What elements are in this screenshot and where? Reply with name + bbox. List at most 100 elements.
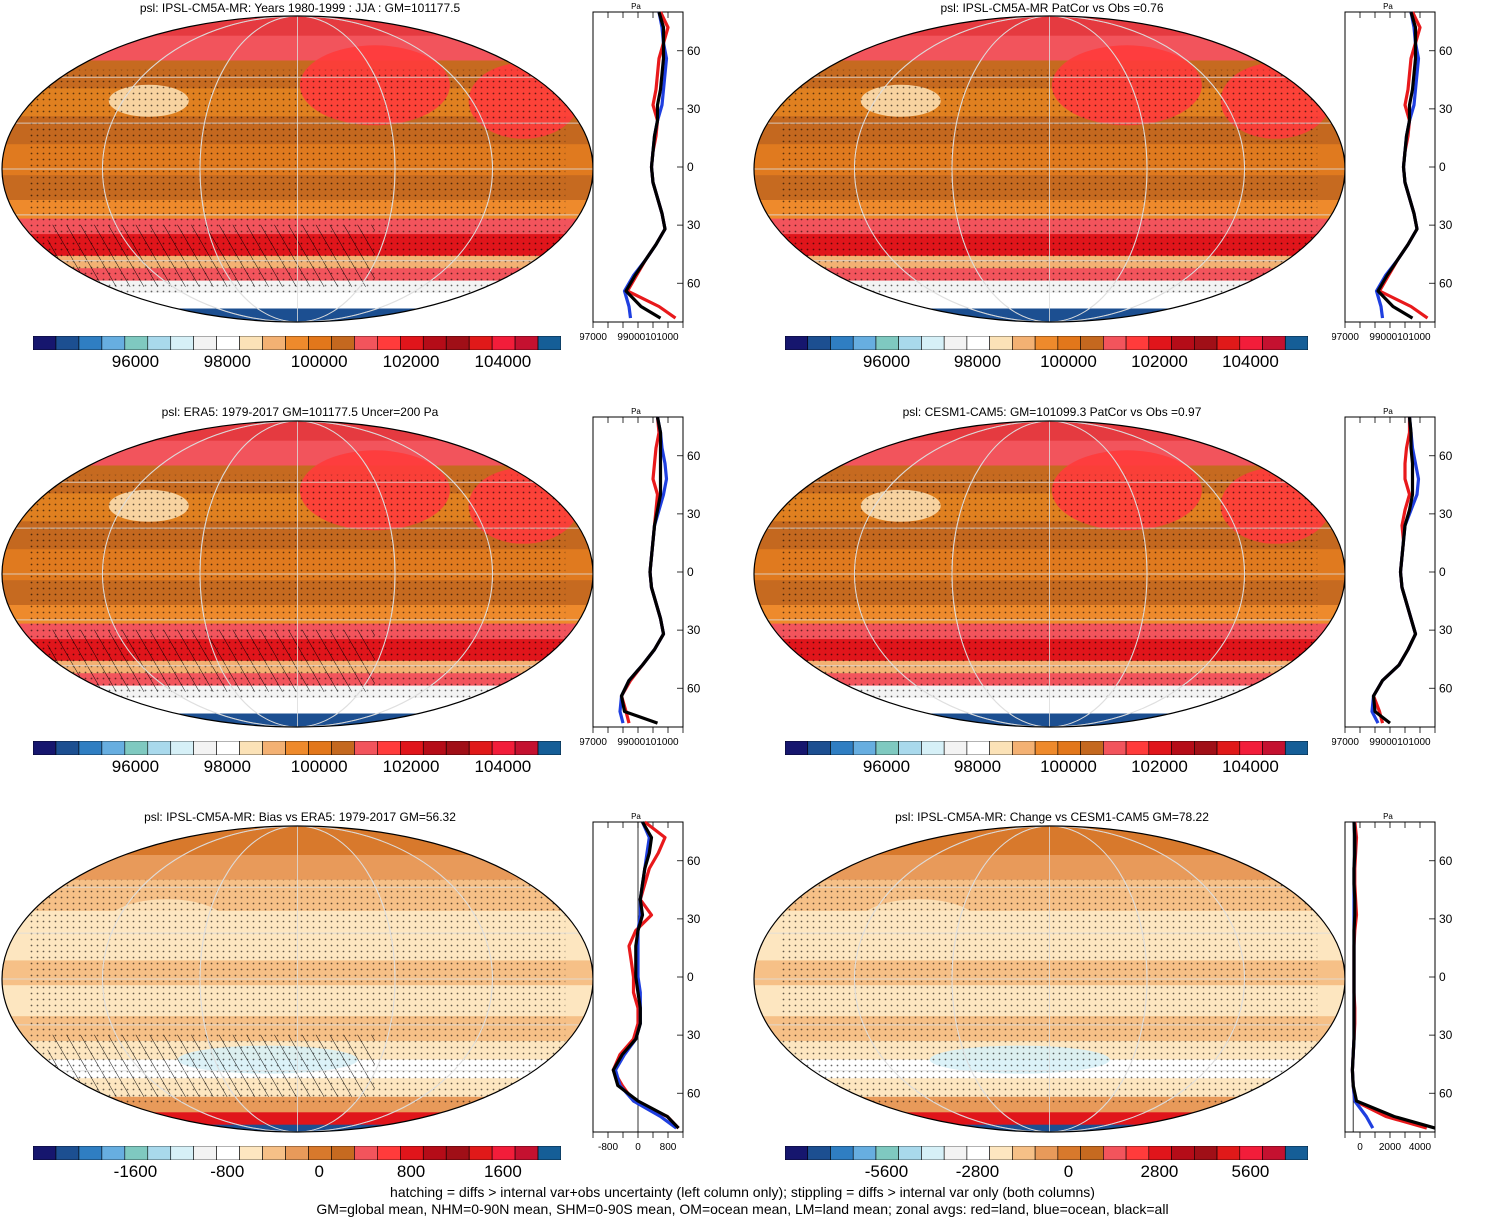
colorbar-swatch — [55, 336, 80, 350]
colorbar-label: 800 — [396, 1162, 426, 1181]
colorbar-swatch — [1239, 741, 1263, 755]
zonal-unit: Pa — [631, 407, 641, 416]
colorbar-label: 104000 — [474, 757, 532, 776]
colorbar-labels: 96000 98000 100000 102000 104000 — [33, 757, 561, 779]
colorbar-swatch — [785, 1146, 809, 1160]
zonal-lat-label: 60S — [1439, 1086, 1452, 1100]
panel-title: psl: IPSL-CM5A-MR: Change vs CESM1-CAM5 … — [895, 810, 1209, 824]
colorbar-swatch — [1171, 741, 1195, 755]
colorbar-swatch — [1194, 336, 1218, 350]
zonal-x-tick-label: 2000 — [1379, 1142, 1402, 1153]
colorbar-swatch — [193, 336, 217, 350]
zonal-unit: Pa — [631, 2, 641, 11]
colorbar-swatch — [262, 1146, 286, 1160]
zonal-x-tick-label: 97000 — [580, 737, 607, 748]
colorbar-label: 96000 — [862, 352, 911, 371]
map — [753, 420, 1346, 728]
colorbar-swatch — [537, 741, 561, 755]
colorbar-label: 100000 — [290, 757, 348, 776]
colorbar-swatch — [1194, 741, 1218, 755]
colorbar-swatch — [852, 741, 877, 755]
zonal-lat-label: 60S — [1439, 681, 1452, 695]
colorbar-swatch — [124, 1146, 149, 1160]
colorbar-swatch — [216, 336, 240, 350]
map — [1, 825, 594, 1133]
zonal-frame — [1344, 821, 1436, 1133]
colorbar-swatch — [422, 1146, 447, 1160]
colorbar-label: 96000 — [111, 352, 160, 371]
zonal-lat-label: 60N — [1439, 44, 1452, 58]
zonal-x-tick-label: 0 — [1357, 1142, 1363, 1153]
colorbar-swatch — [33, 1146, 57, 1160]
colorbar-swatch — [830, 741, 854, 755]
zonal-unit: Pa — [1383, 812, 1393, 821]
colorbar-swatch — [1216, 1146, 1241, 1160]
zonal-lat-label: 0 — [687, 970, 694, 984]
colorbar-swatch — [445, 336, 470, 350]
zonal-series-line — [1350, 821, 1436, 1130]
colorbar-swatch — [124, 741, 149, 755]
colorbar-label: 104000 — [474, 352, 532, 371]
map — [753, 15, 1346, 323]
colorbar-label: 98000 — [953, 352, 1002, 371]
panel-cesm: psl: CESM1-CAM5: GM=101099.3 PatCor vs O… — [752, 405, 1485, 785]
colorbar-swatch — [262, 336, 286, 350]
colorbar-swatch — [147, 336, 172, 350]
colorbar-swatch — [354, 1146, 378, 1160]
colorbar-swatch — [101, 336, 126, 350]
colorbar-label: 0 — [314, 1162, 324, 1181]
colorbar-label: 2800 — [1140, 1162, 1179, 1181]
colorbar-label: 102000 — [382, 757, 440, 776]
colorbar-swatch — [193, 741, 217, 755]
colorbar-label: 5600 — [1231, 1162, 1270, 1181]
colorbar-swatch — [807, 336, 831, 350]
colorbar-swatch — [285, 741, 309, 755]
colorbar-label: -2800 — [955, 1162, 1000, 1181]
colorbar-swatch — [377, 336, 401, 350]
colorbar-swatch — [308, 336, 332, 350]
zonal-lat-label: 60N — [1439, 449, 1452, 463]
colorbar-swatch — [830, 1146, 854, 1160]
zonal-x-tick-label: 99000101000 — [617, 332, 679, 343]
colorbar-swatch — [1057, 336, 1081, 350]
zonal-lat-label: 0 — [1439, 160, 1446, 174]
colorbar-swatch — [1125, 336, 1150, 350]
colorbar-label: 0 — [1063, 1162, 1074, 1181]
colorbar-labels: 96000 98000 100000 102000 104000 — [785, 757, 1308, 779]
colorbar-swatch — [1080, 336, 1104, 350]
colorbar-swatch — [1239, 336, 1263, 350]
colorbar-label: 100000 — [290, 352, 348, 371]
colorbar-label: 98000 — [203, 757, 251, 776]
colorbar-swatch — [989, 336, 1013, 350]
colorbar-swatch — [422, 336, 447, 350]
colorbar-swatch — [785, 741, 809, 755]
colorbar-swatch — [514, 741, 539, 755]
footer-note-means: GM=global mean, NHM=0-90N mean, SHM=0-90… — [316, 1201, 1169, 1217]
zonal-lat-label: 30N — [687, 102, 700, 116]
colorbar-label: 98000 — [953, 757, 1002, 776]
zonal-unit: Pa — [1383, 407, 1393, 416]
zonal-lat-label: 30N — [687, 912, 700, 926]
colorbar-swatch — [285, 336, 309, 350]
colorbar-swatch — [468, 1146, 493, 1160]
colorbar-swatch — [33, 741, 57, 755]
colorbar-swatch — [537, 1146, 561, 1160]
colorbar-swatch — [1034, 336, 1059, 350]
footer-note-hatching: hatching = diffs > internal var+obs unce… — [390, 1184, 1095, 1200]
colorbar-swatch — [943, 336, 968, 350]
zonal-lat-label: 0 — [687, 565, 694, 579]
panel-title: psl: IPSL-CM5A-MR: Years 1980-1999 : JJA… — [139, 1, 461, 15]
map — [1, 420, 594, 728]
zonal-lat-label: 60S — [687, 276, 700, 290]
map — [1, 15, 594, 323]
colorbar — [33, 741, 561, 755]
colorbar-swatch — [966, 1146, 990, 1160]
colorbar-swatch — [331, 741, 355, 755]
colorbar-swatch — [78, 336, 103, 350]
colorbar-swatch — [422, 741, 447, 755]
colorbar-swatch — [1148, 1146, 1172, 1160]
zonal-lat-label: 0 — [1439, 970, 1446, 984]
colorbar-swatch — [1284, 336, 1308, 350]
colorbar-label: -800 — [210, 1162, 245, 1181]
zonal-series-line — [1371, 416, 1418, 725]
